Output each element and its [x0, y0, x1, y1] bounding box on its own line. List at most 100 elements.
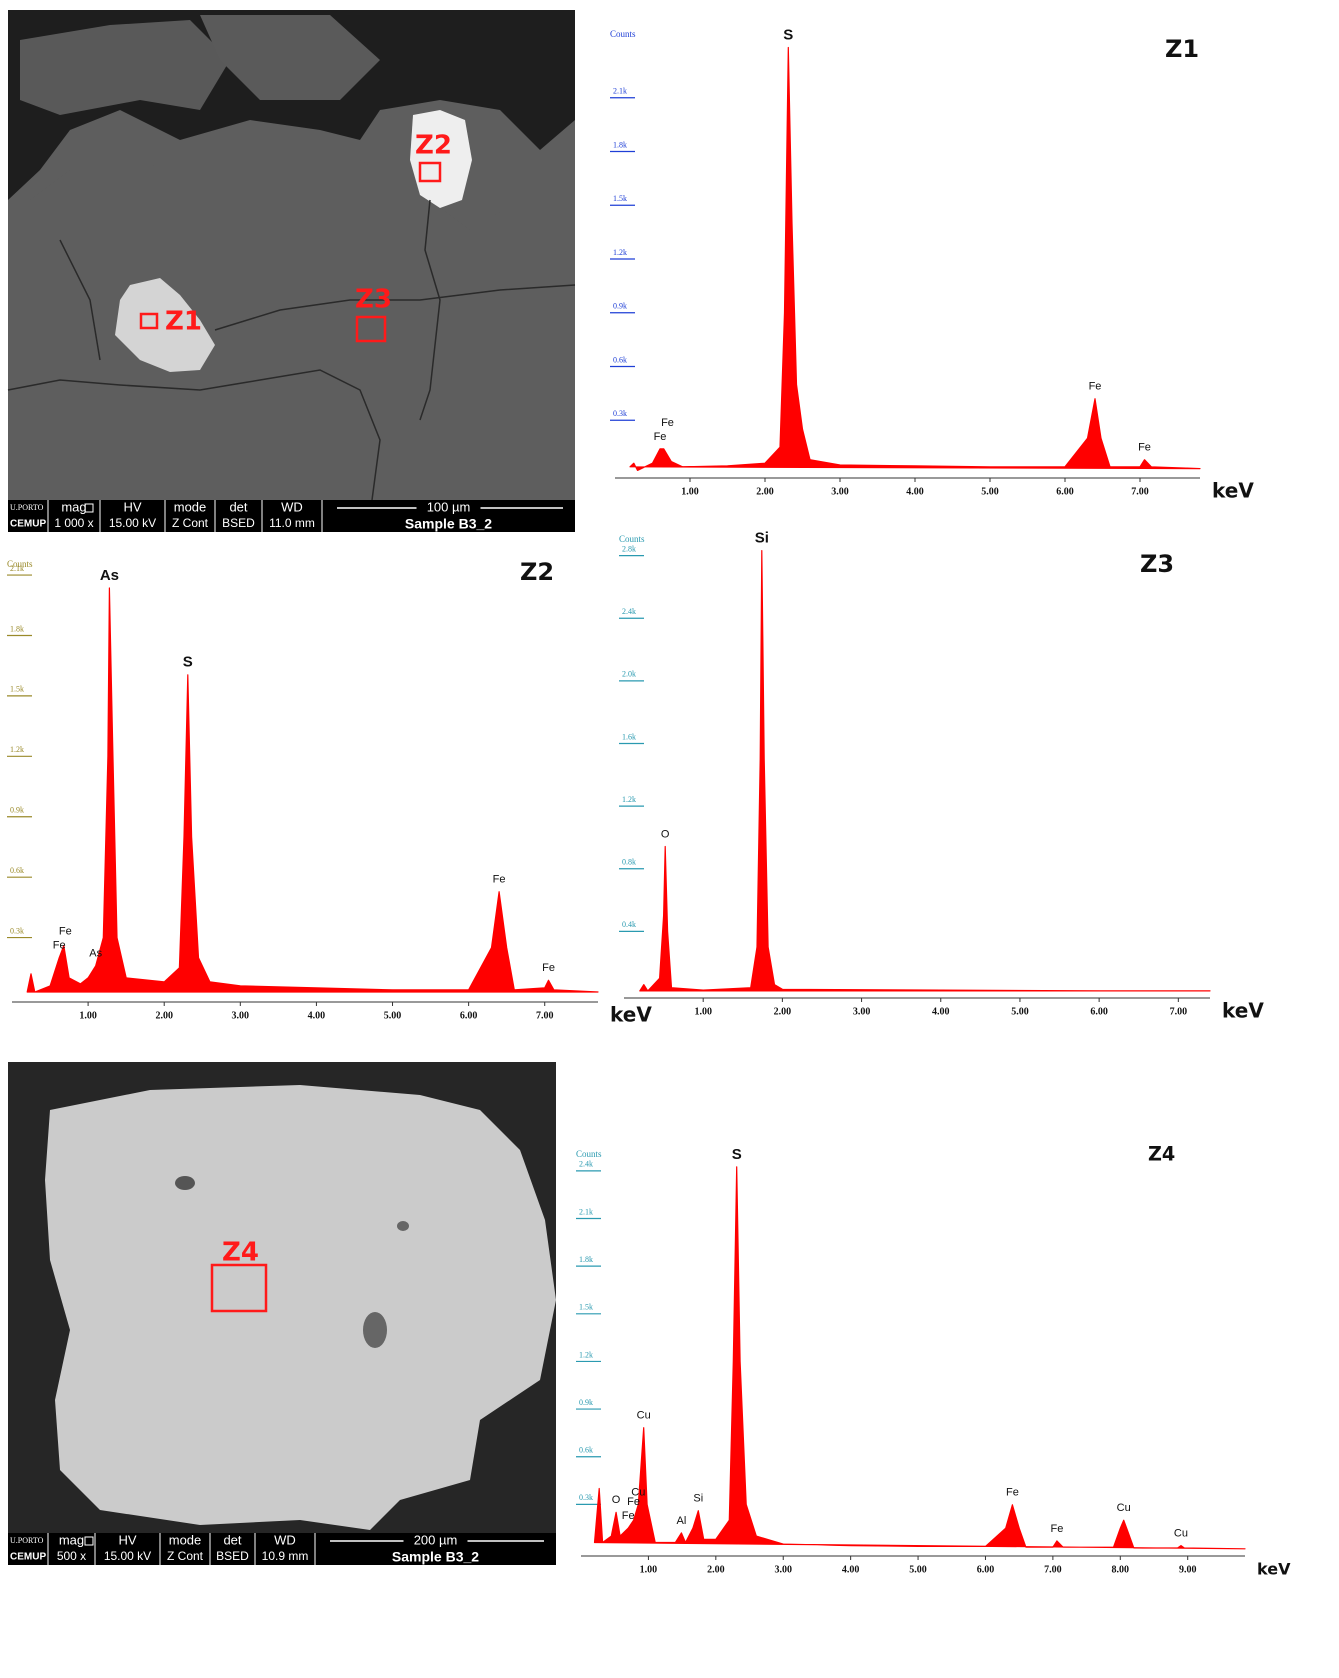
x-tick-label: 7.00 [536, 1010, 554, 1021]
spectrum-chart: Z1Counts0.3k0.6k0.9k1.2k1.5k1.8k2.1k1.00… [610, 27, 1254, 503]
info-header: mode [169, 1532, 202, 1547]
y-tick-label: 0.9k [10, 806, 24, 815]
peak-label: Fe [1051, 1523, 1064, 1535]
zone-label: Z1 [165, 307, 202, 337]
info-value: 1 000 x [54, 516, 93, 530]
peak-label: Al [677, 1515, 687, 1527]
peak-label: As [89, 948, 102, 960]
sem-inclusion [363, 1312, 387, 1348]
spectrum-chart: Z4Counts0.3k0.6k0.9k1.2k1.5k1.8k2.1k2.4k… [576, 1143, 1291, 1579]
y-tick-label: 0.9k [613, 302, 627, 311]
peak-label: S [183, 654, 193, 671]
peak-label: Cu [1174, 1528, 1188, 1540]
x-tick-label: 2.00 [774, 1006, 792, 1017]
y-tick-label: 2.4k [579, 1160, 593, 1169]
x-tick-label: 6.00 [1056, 486, 1074, 497]
peak-label: Fe [1006, 1487, 1019, 1499]
x-tick-label: 6.00 [460, 1010, 478, 1021]
x-tick-label: 4.00 [906, 486, 924, 497]
peak-label: Cu [1117, 1502, 1131, 1514]
y-tick-label: 0.6k [10, 866, 24, 875]
zone-label: Z3 [355, 285, 392, 315]
peak-label: Fe [493, 874, 506, 886]
spectrum-chart: Z3Counts0.4k0.8k1.2k1.6k2.0k2.4k2.8k1.00… [619, 530, 1264, 1023]
y-tick-label: 1.5k [613, 194, 627, 203]
peak-label: Cu [637, 1410, 651, 1422]
y-tick-label: 2.1k [579, 1207, 593, 1216]
peak-label: As [100, 567, 119, 584]
peak-label: O [661, 828, 670, 840]
x-axis-label: keV [1257, 1560, 1291, 1579]
y-tick-label: 1.8k [10, 624, 24, 633]
info-header: det [229, 499, 247, 514]
spectrum [27, 588, 598, 992]
x-axis-label: keV [1212, 479, 1254, 503]
x-tick-label: 2.00 [707, 1564, 725, 1575]
x-tick-label: 1.00 [694, 1006, 712, 1017]
y-axis-label: Counts [619, 534, 645, 544]
x-tick-label: 9.00 [1179, 1564, 1197, 1575]
sem-inclusion [397, 1221, 409, 1231]
x-tick-label: 7.00 [1170, 1006, 1188, 1017]
spectrum [595, 1167, 1246, 1549]
y-axis-label: Counts [576, 1149, 602, 1159]
y-tick-label: 0.3k [613, 409, 627, 418]
lab: CEMUP [10, 1552, 46, 1563]
info-value: BSED [216, 1549, 249, 1563]
x-tick-label: 5.00 [981, 486, 999, 497]
y-axis-label: Counts [610, 29, 636, 39]
x-tick-label: 3.00 [853, 1006, 871, 1017]
y-tick-label: 0.6k [579, 1446, 593, 1455]
peak-label: S [783, 27, 793, 44]
peak-label: Fe [53, 940, 66, 952]
y-tick-label: 2.1k [613, 87, 627, 96]
spectrum-chart: Z2Counts0.3k0.6k0.9k1.2k1.5k1.8k2.1k1.00… [7, 558, 652, 1027]
sem-image-1: Z1 Z2 Z3 [8, 10, 575, 500]
x-axis-label: keV [610, 1003, 652, 1027]
spectrum [640, 551, 1210, 991]
info-header: mag [59, 1532, 84, 1547]
x-tick-label: 4.00 [308, 1010, 326, 1021]
lab: CEMUP [10, 519, 46, 530]
x-tick-label: 5.00 [909, 1564, 927, 1575]
x-tick-label: 3.00 [232, 1010, 250, 1021]
y-tick-label: 1.6k [622, 732, 636, 741]
figure: Z1 Z2 Z3 Z4 U.PORTOCEMUPmag1 000 xHV15.0… [0, 0, 1339, 1673]
info-header: HV [118, 1532, 136, 1547]
y-tick-label: 1.2k [622, 795, 636, 804]
peak-label: Fe [1138, 442, 1151, 454]
logo: U.PORTO [10, 503, 44, 512]
info-header: det [223, 1532, 241, 1547]
y-tick-label: 2.1k [10, 564, 24, 573]
info-value: BSED [222, 516, 255, 530]
x-tick-label: 6.00 [977, 1564, 995, 1575]
x-tick-label: 6.00 [1090, 1006, 1108, 1017]
y-tick-label: 1.5k [10, 685, 24, 694]
x-tick-label: 5.00 [1011, 1006, 1029, 1017]
x-tick-label: 7.00 [1131, 486, 1149, 497]
peak-label: O [612, 1494, 621, 1506]
y-tick-label: 1.2k [613, 248, 627, 257]
x-tick-label: 4.00 [842, 1564, 860, 1575]
sem-inclusion [175, 1176, 195, 1190]
scale-label: 200 µm [414, 1532, 458, 1547]
y-tick-label: 0.6k [613, 355, 627, 364]
x-tick-label: 4.00 [932, 1006, 950, 1017]
x-tick-label: 2.00 [756, 486, 774, 497]
y-tick-label: 0.9k [579, 1398, 593, 1407]
y-tick-label: 0.4k [622, 920, 636, 929]
y-tick-label: 1.2k [10, 745, 24, 754]
logo: U.PORTO [10, 1536, 44, 1545]
peak-label: Fe [654, 431, 667, 443]
x-tick-label: 3.00 [774, 1564, 792, 1575]
sample-label: Sample B3_2 [392, 1549, 479, 1565]
info-header: WD [281, 499, 303, 514]
peak-label: Si [693, 1493, 703, 1505]
chart-title: Z3 [1140, 550, 1174, 578]
chart-title: Z1 [1165, 35, 1199, 63]
peak-label: Fe [542, 962, 555, 974]
info-value: 10.9 mm [262, 1549, 309, 1563]
peak-label: Fe [59, 926, 72, 938]
info-header: HV [123, 499, 141, 514]
y-tick-label: 2.0k [622, 670, 636, 679]
